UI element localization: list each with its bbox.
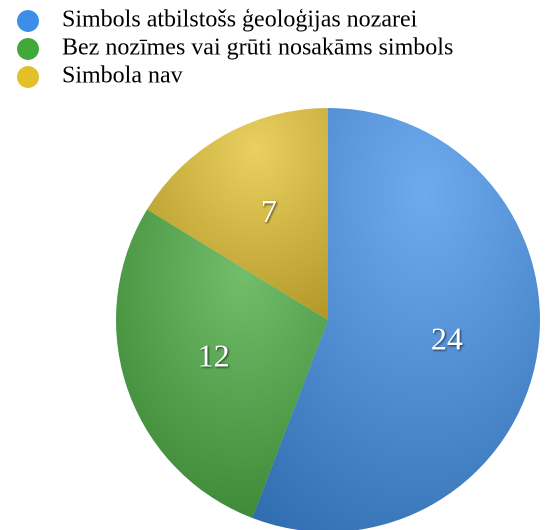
legend-swatch xyxy=(17,10,39,32)
legend-label: Bez nozīmes vai grūti nosakāms simbols xyxy=(62,35,453,61)
slice-label: 24 xyxy=(431,320,463,356)
slice-shade xyxy=(252,108,540,530)
legend-swatch xyxy=(17,38,39,60)
slice-label: 7 xyxy=(261,193,277,229)
slice-label: 12 xyxy=(198,337,230,373)
slice-shade xyxy=(115,209,328,519)
legend-swatch xyxy=(17,66,39,88)
legend-label: Simbola nav xyxy=(62,63,183,89)
slice-shade xyxy=(147,108,328,320)
legend-label: Simbols atbilstošs ģeoloģijas nozarei xyxy=(62,7,418,33)
